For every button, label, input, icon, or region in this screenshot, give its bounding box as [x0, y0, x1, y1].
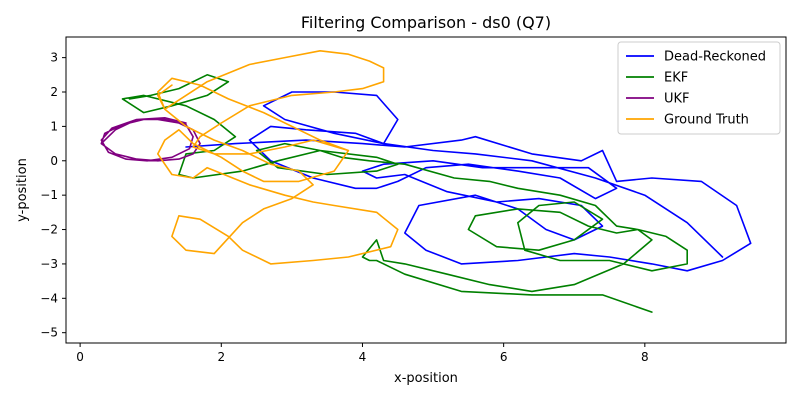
- y-tick-label: −5: [40, 326, 58, 340]
- x-tick-label: 4: [359, 350, 367, 364]
- chart-title: Filtering Comparison - ds0 (Q7): [301, 13, 551, 32]
- plot-frame: [65, 36, 787, 344]
- legend: Dead-Reckoned EKF UKF Ground Truth: [617, 41, 781, 135]
- x-tick-label: 2: [217, 350, 225, 364]
- y-tick-label: −3: [40, 257, 58, 271]
- series-line-ukf: [100, 117, 201, 162]
- legend-label: Dead-Reckoned: [664, 50, 766, 65]
- y-tick-label: −4: [40, 291, 58, 305]
- y-axis: −5 −4 −3 −2 −1 0 1 2 3: [40, 51, 66, 340]
- x-axis: 0 2 4 6 8: [76, 343, 649, 364]
- legend-label: UKF: [664, 92, 690, 107]
- legend-label: EKF: [664, 71, 688, 86]
- y-tick-label: 2: [50, 85, 58, 99]
- series-line-ekf: [121, 74, 689, 313]
- y-tick-label: 0: [50, 154, 58, 168]
- x-axis-label: x-position: [394, 371, 458, 386]
- y-tick-label: 1: [50, 119, 58, 133]
- y-tick-label: −1: [40, 188, 58, 202]
- x-tick-label: 8: [641, 350, 649, 364]
- y-tick-label: −2: [40, 223, 58, 237]
- legend-box: [617, 41, 781, 135]
- y-axis-label: y-position: [15, 158, 30, 222]
- y-tick-label: 3: [50, 51, 58, 65]
- series-line-ground-truth: [157, 49, 399, 265]
- x-tick-label: 6: [500, 350, 508, 364]
- x-tick-label: 0: [76, 350, 84, 364]
- legend-label: Ground Truth: [664, 113, 749, 128]
- series-layer: [100, 49, 752, 313]
